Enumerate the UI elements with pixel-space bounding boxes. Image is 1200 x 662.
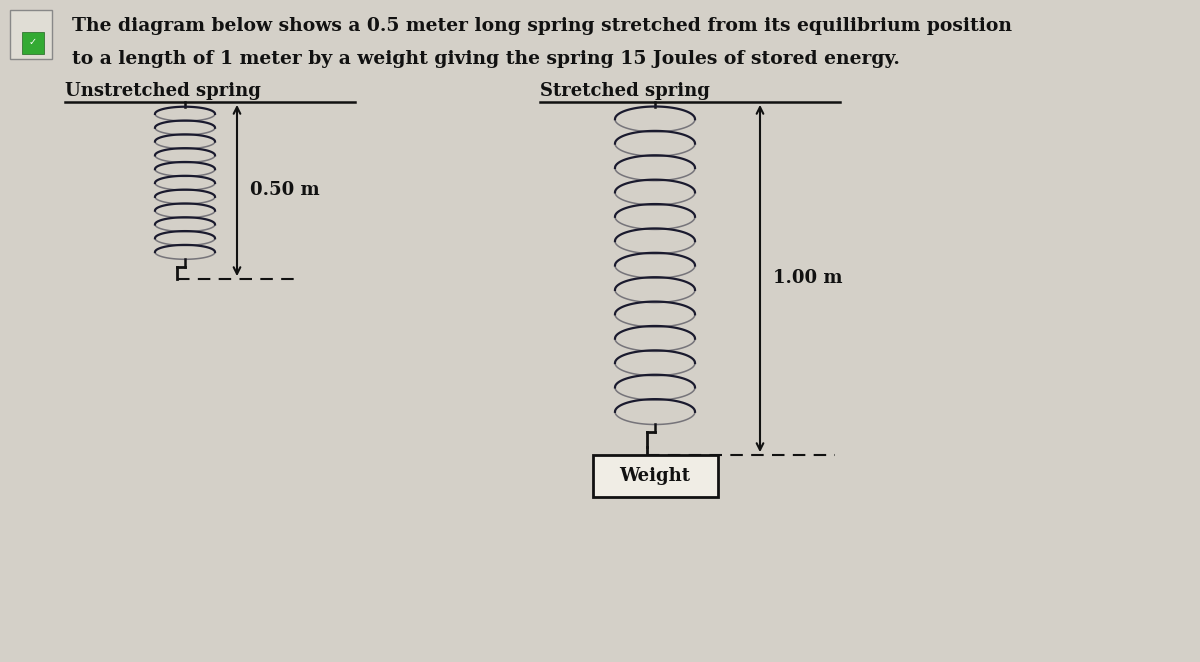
Text: Weight: Weight — [619, 467, 690, 485]
Text: to a length of 1 meter by a weight giving the spring 15 Joules of stored energy.: to a length of 1 meter by a weight givin… — [72, 50, 900, 68]
Text: Stretched spring: Stretched spring — [540, 82, 710, 100]
Text: ✓: ✓ — [29, 37, 37, 47]
FancyBboxPatch shape — [593, 455, 718, 497]
FancyBboxPatch shape — [10, 10, 52, 59]
FancyBboxPatch shape — [22, 32, 44, 54]
Text: Unstretched spring: Unstretched spring — [65, 82, 260, 100]
Text: 0.50 m: 0.50 m — [250, 181, 319, 199]
Text: 1.00 m: 1.00 m — [773, 269, 842, 287]
Text: The diagram below shows a 0.5 meter long spring stretched from its equilibrium p: The diagram below shows a 0.5 meter long… — [72, 17, 1012, 35]
